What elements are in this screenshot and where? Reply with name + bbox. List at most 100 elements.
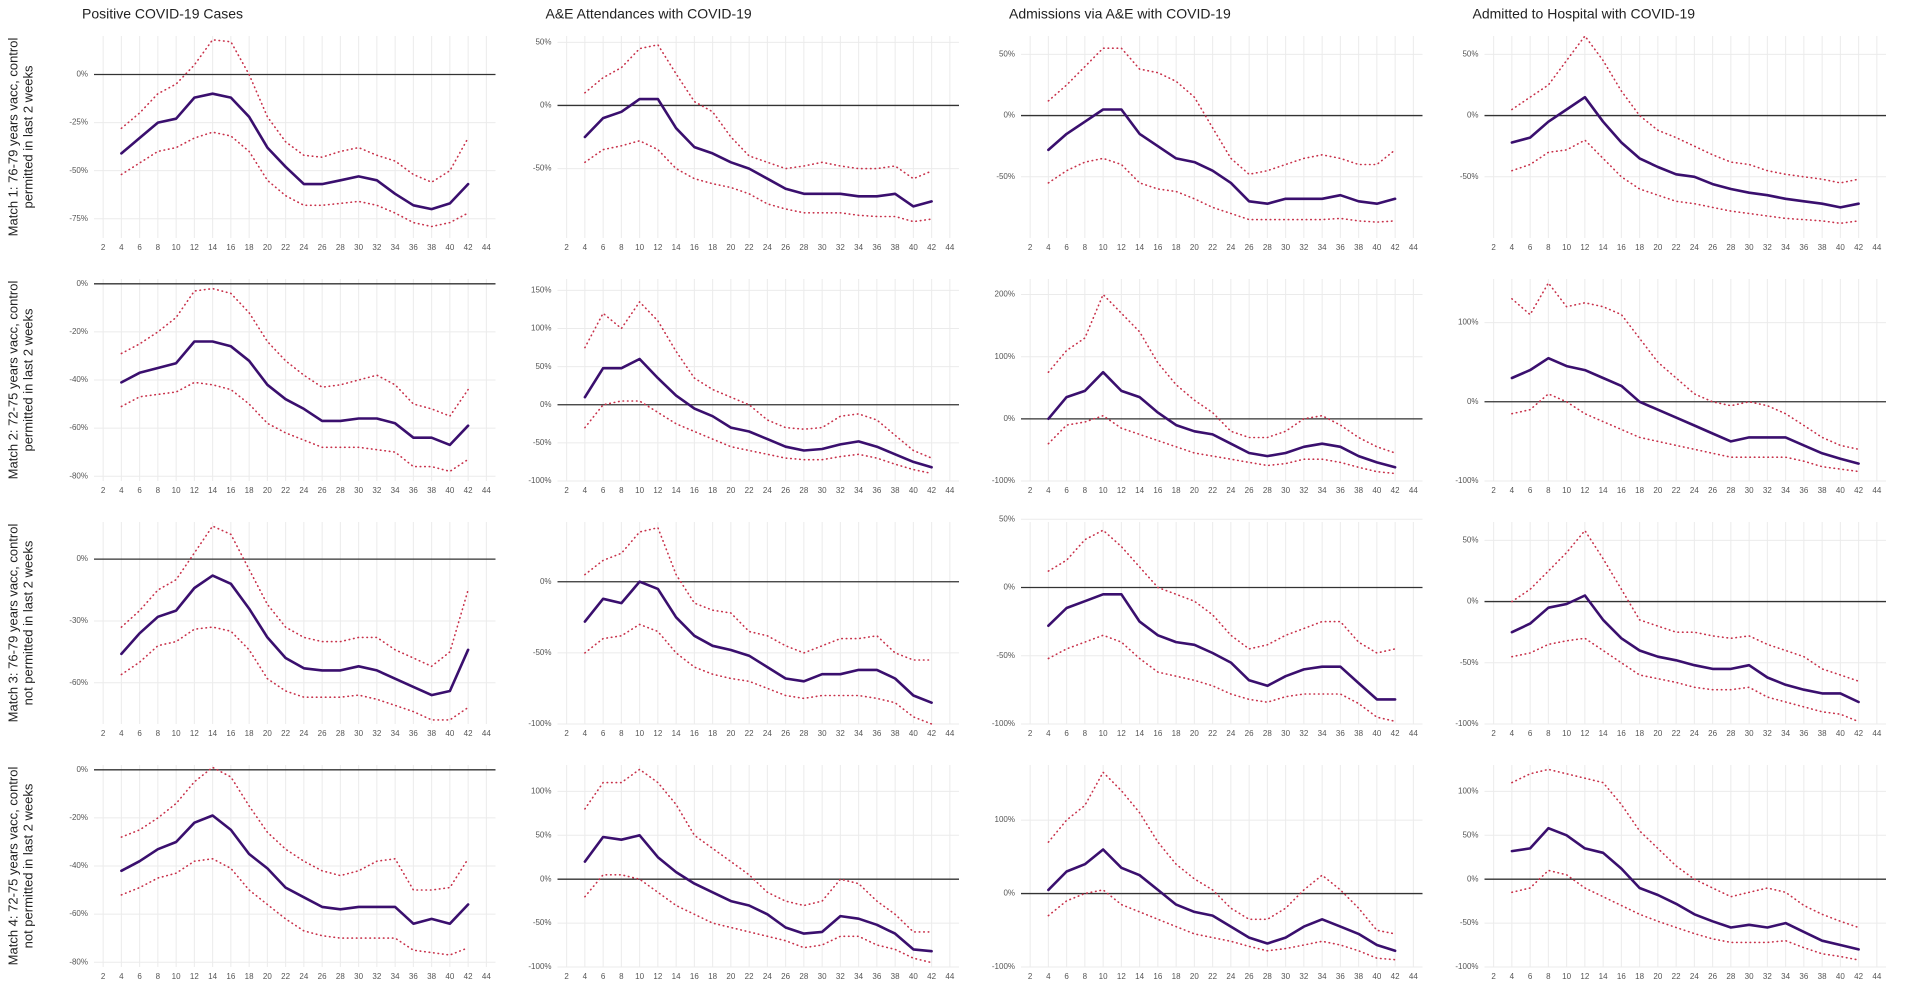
x-tick-label: 20 [1653,972,1662,981]
x-tick-label: 36 [1799,729,1808,738]
x-tick-label: 24 [299,486,308,495]
row-label: permitted in last 2 weeks [20,65,35,209]
x-tick-label: 30 [354,729,363,738]
x-tick-label: 20 [1653,729,1662,738]
x-tick-label: 8 [1083,729,1088,738]
x-tick-label: 14 [672,729,681,738]
x-tick-label: 4 [1510,243,1515,252]
x-tick-label: 18 [245,729,254,738]
x-tick-label: 20 [1653,486,1662,495]
x-tick-label: 32 [1299,243,1308,252]
y-tick-label: -40% [69,375,88,384]
ci-line [1511,869,1860,961]
x-tick-label: 8 [1083,486,1088,495]
ci-line [1047,771,1396,935]
x-tick-label: 34 [854,243,863,252]
y-tick-label: -60% [69,909,88,918]
ci-line [1047,293,1396,454]
x-tick-label: 26 [1708,972,1717,981]
x-tick-label: 38 [1354,972,1363,981]
x-tick-label: 12 [1117,486,1126,495]
x-tick-label: 32 [1763,972,1772,981]
x-tick-label: 12 [190,729,199,738]
x-tick-label: 4 [119,243,124,252]
x-tick-label: 44 [482,486,491,495]
y-tick-label: 0% [1003,889,1015,898]
x-tick-label: 18 [1172,972,1181,981]
x-tick-label: 44 [1409,972,1418,981]
x-tick-label: 36 [1799,972,1808,981]
ci-line [584,44,933,180]
x-tick-label: 18 [708,243,717,252]
x-tick-label: 30 [354,486,363,495]
x-tick-label: 2 [101,729,106,738]
x-tick-label: 26 [1245,729,1254,738]
ci-line [120,626,469,721]
x-tick-label: 8 [1546,972,1551,981]
x-tick-label: 10 [1562,243,1571,252]
x-tick-label: 30 [354,243,363,252]
x-tick-label: 40 [909,972,918,981]
x-tick-label: 34 [391,486,400,495]
x-tick-label: 4 [1046,243,1051,252]
x-tick-label: 28 [336,486,345,495]
x-tick-label: 32 [1299,486,1308,495]
x-tick-label: 38 [427,243,436,252]
x-tick-label: 28 [1263,486,1272,495]
x-tick-label: 6 [1528,729,1533,738]
y-tick-label: 0% [1003,111,1015,120]
x-tick-label: 42 [927,243,936,252]
x-tick-label: 36 [1336,972,1345,981]
estimate-line [1047,370,1397,469]
x-tick-label: 14 [208,972,217,981]
y-tick-label: -50% [69,166,88,175]
y-tick-label: -80% [69,957,88,966]
estimate-line [120,92,470,211]
x-tick-label: 14 [1135,243,1144,252]
x-tick-label: 36 [1336,729,1345,738]
x-tick-label: 20 [1190,729,1199,738]
x-tick-label: 36 [872,729,881,738]
x-tick-label: 26 [1245,486,1254,495]
y-tick-label: -75% [69,214,88,223]
x-tick-label: 30 [818,729,827,738]
x-tick-label: 8 [1546,486,1551,495]
x-tick-label: 8 [1546,729,1551,738]
x-tick-label: 32 [1299,972,1308,981]
x-tick-label: 16 [690,972,699,981]
ci-line [120,381,469,473]
x-tick-label: 36 [872,486,881,495]
y-tick-label: 0% [76,279,88,288]
x-tick-label: 14 [208,486,217,495]
ci-line [1047,157,1396,223]
x-tick-label: 28 [799,243,808,252]
x-tick-label: 10 [1562,486,1571,495]
x-tick-label: 42 [1391,243,1400,252]
x-tick-label: 12 [653,972,662,981]
y-tick-label: -60% [69,678,88,687]
x-tick-label: 2 [101,486,106,495]
x-tick-label: 14 [672,486,681,495]
x-tick-label: 4 [583,972,588,981]
ci-line [1511,282,1860,451]
x-tick-label: 26 [781,243,790,252]
x-tick-label: 12 [190,486,199,495]
x-tick-label: 40 [909,243,918,252]
x-tick-label: 28 [336,729,345,738]
x-tick-label: 40 [445,729,454,738]
x-tick-label: 14 [672,243,681,252]
x-tick-label: 16 [226,972,235,981]
x-tick-label: 26 [1708,729,1717,738]
x-tick-label: 24 [1226,486,1235,495]
row-label: permitted in last 2 weeks [20,308,35,452]
column-title: Admissions via A&E with COVID-19 [1009,6,1231,22]
x-tick-label: 30 [1745,972,1754,981]
x-tick-label: 14 [1599,972,1608,981]
x-tick-label: 10 [172,243,181,252]
x-tick-label: 12 [1580,486,1589,495]
x-tick-label: 16 [1617,972,1626,981]
y-tick-label: 0% [540,400,552,409]
x-tick-label: 2 [564,486,569,495]
x-tick-label: 10 [172,486,181,495]
x-tick-label: 2 [1028,972,1033,981]
